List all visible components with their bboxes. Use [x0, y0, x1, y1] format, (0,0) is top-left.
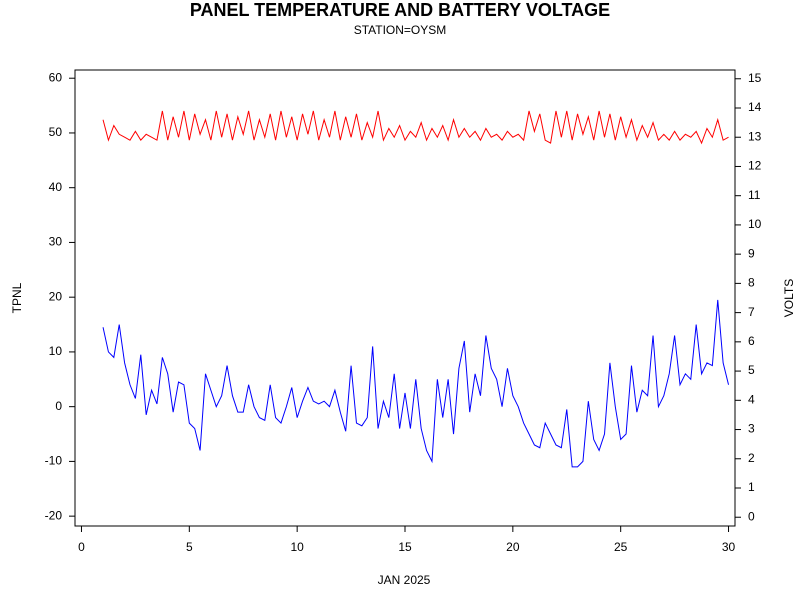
y2-tick-label: 7: [748, 305, 755, 319]
y-tick-label: -10: [45, 454, 63, 468]
y2-tick-label: 1: [748, 480, 755, 494]
y2-tick-label: 14: [748, 100, 762, 114]
y2-tick-label: 12: [748, 159, 762, 173]
data-line: [102, 110, 729, 145]
y2-axis-label: VOLTS: [782, 279, 796, 317]
x-tick-label: 10: [290, 540, 304, 554]
y-tick-label: 40: [49, 180, 63, 194]
x-tick-label: 20: [506, 540, 520, 554]
x-tick-label: 25: [614, 540, 628, 554]
y-tick-label: -20: [45, 508, 63, 522]
chart-title: PANEL TEMPERATURE AND BATTERY VOLTAGE: [190, 0, 610, 20]
x-tick-label: 15: [398, 540, 412, 554]
y2-tick-label: 15: [748, 71, 762, 85]
y2-tick-label: 0: [748, 509, 755, 523]
y-tick-label: 20: [49, 289, 63, 303]
x-axis-label: JAN 2025: [378, 573, 431, 587]
x-tick-label: 5: [186, 540, 193, 554]
y2-tick-label: 10: [748, 217, 762, 231]
x-tick-label: 30: [722, 540, 736, 554]
y-tick-label: 60: [49, 70, 63, 84]
y-tick-label: 0: [55, 399, 62, 413]
y2-tick-label: 4: [748, 392, 755, 406]
y-axis-label: TPNL: [10, 282, 24, 313]
x-tick-label: 0: [78, 540, 85, 554]
y2-tick-label: 13: [748, 129, 762, 143]
y2-tick-label: 3: [748, 422, 755, 436]
y-tick-label: 50: [49, 125, 63, 139]
y2-tick-label: 11: [748, 188, 761, 202]
y-tick-label: 30: [49, 235, 63, 249]
y2-tick-label: 2: [748, 451, 755, 465]
chart-subtitle: STATION=OYSM: [354, 23, 447, 37]
y-tick-label: 10: [49, 344, 63, 358]
y2-tick-label: 8: [748, 276, 755, 290]
y2-tick-label: 6: [748, 334, 755, 348]
y2-tick-label: 5: [748, 363, 755, 377]
data-line: [102, 299, 730, 468]
y2-tick-label: 9: [748, 246, 755, 260]
